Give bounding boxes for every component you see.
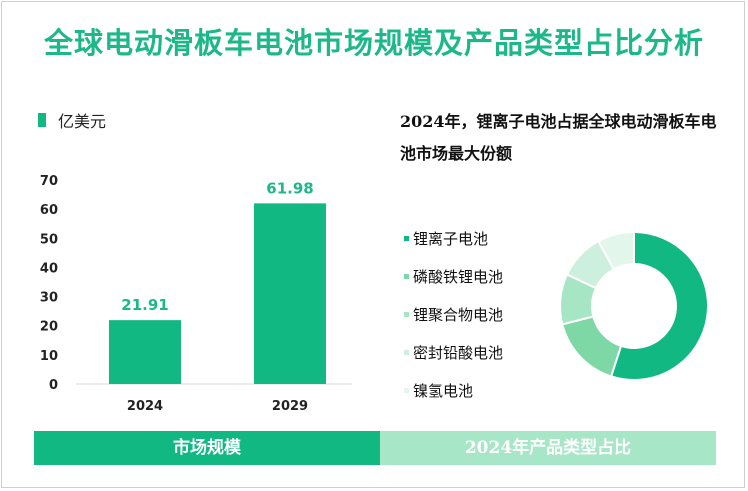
unit-legend-label: 亿美元 bbox=[58, 112, 107, 131]
pie-heading: 2024年，锂离子电池占据全球电动滑板车电池市场最大份额 bbox=[400, 112, 717, 163]
legend-label: 磷酸铁锂电池 bbox=[413, 267, 504, 286]
donut-slice bbox=[609, 230, 709, 381]
pie-legend: 锂离子电池磷酸铁锂电池 锂聚合物电池 密封铅酸电池 镍氢电池 bbox=[404, 219, 503, 409]
bar-value-label: 61.98 bbox=[266, 179, 313, 197]
bar-series: 21.91 2024 61.98 2029 bbox=[109, 179, 326, 414]
x-tick-label: 2029 bbox=[272, 399, 308, 414]
legend-swatch bbox=[404, 349, 409, 355]
legend-item: 锂离子电池 bbox=[404, 219, 503, 257]
donut-slices bbox=[559, 230, 709, 381]
unit-legend-swatch bbox=[38, 113, 46, 127]
y-tick-label: 10 bbox=[40, 349, 58, 364]
y-tick-label: 20 bbox=[40, 320, 58, 335]
y-axis: 0 10 20 30 40 50 60 70 bbox=[40, 174, 58, 393]
bar-chart: 0 10 20 30 40 50 60 70 21.91 2024 61.98 2029 bbox=[40, 174, 352, 414]
legend-item: 镍氢电池 bbox=[404, 371, 503, 409]
y-tick-label: 30 bbox=[40, 291, 58, 306]
legend-item: 磷酸铁锂电池 bbox=[404, 257, 503, 295]
y-tick-label: 60 bbox=[40, 203, 58, 218]
legend-item: 密封铅酸电池 bbox=[404, 333, 503, 371]
footer-market-size: 市场规模 bbox=[34, 431, 380, 465]
legend-label: 锂离子电池 bbox=[413, 229, 489, 248]
y-tick-label: 0 bbox=[49, 378, 58, 393]
y-tick-label: 50 bbox=[40, 232, 58, 247]
legend-swatch bbox=[404, 387, 409, 393]
donut-slice bbox=[596, 230, 635, 271]
bar-value-label: 21.91 bbox=[121, 296, 168, 314]
footer-type-share: 2024年产品类型占比 bbox=[380, 431, 716, 465]
legend-label: 密封铅酸电池 bbox=[413, 343, 504, 362]
donut-chart bbox=[559, 230, 709, 381]
y-tick-label: 70 bbox=[40, 174, 58, 189]
y-tick-label: 40 bbox=[40, 261, 58, 276]
legend-label: 锂聚合物电池 bbox=[413, 305, 504, 324]
unit-legend: 亿美元 bbox=[38, 108, 106, 132]
x-tick-label: 2024 bbox=[127, 399, 163, 414]
legend-swatch bbox=[404, 235, 409, 241]
legend-swatch bbox=[404, 311, 409, 317]
legend-item: 锂聚合物电池 bbox=[404, 295, 503, 333]
bar bbox=[109, 320, 181, 384]
bar bbox=[254, 203, 326, 384]
donut-slice bbox=[561, 315, 623, 378]
legend-label: 镍氢电池 bbox=[413, 381, 474, 400]
legend-swatch bbox=[404, 273, 409, 279]
page-title: 全球电动滑板车电池市场规模及产品类型占比分析 bbox=[43, 26, 704, 60]
